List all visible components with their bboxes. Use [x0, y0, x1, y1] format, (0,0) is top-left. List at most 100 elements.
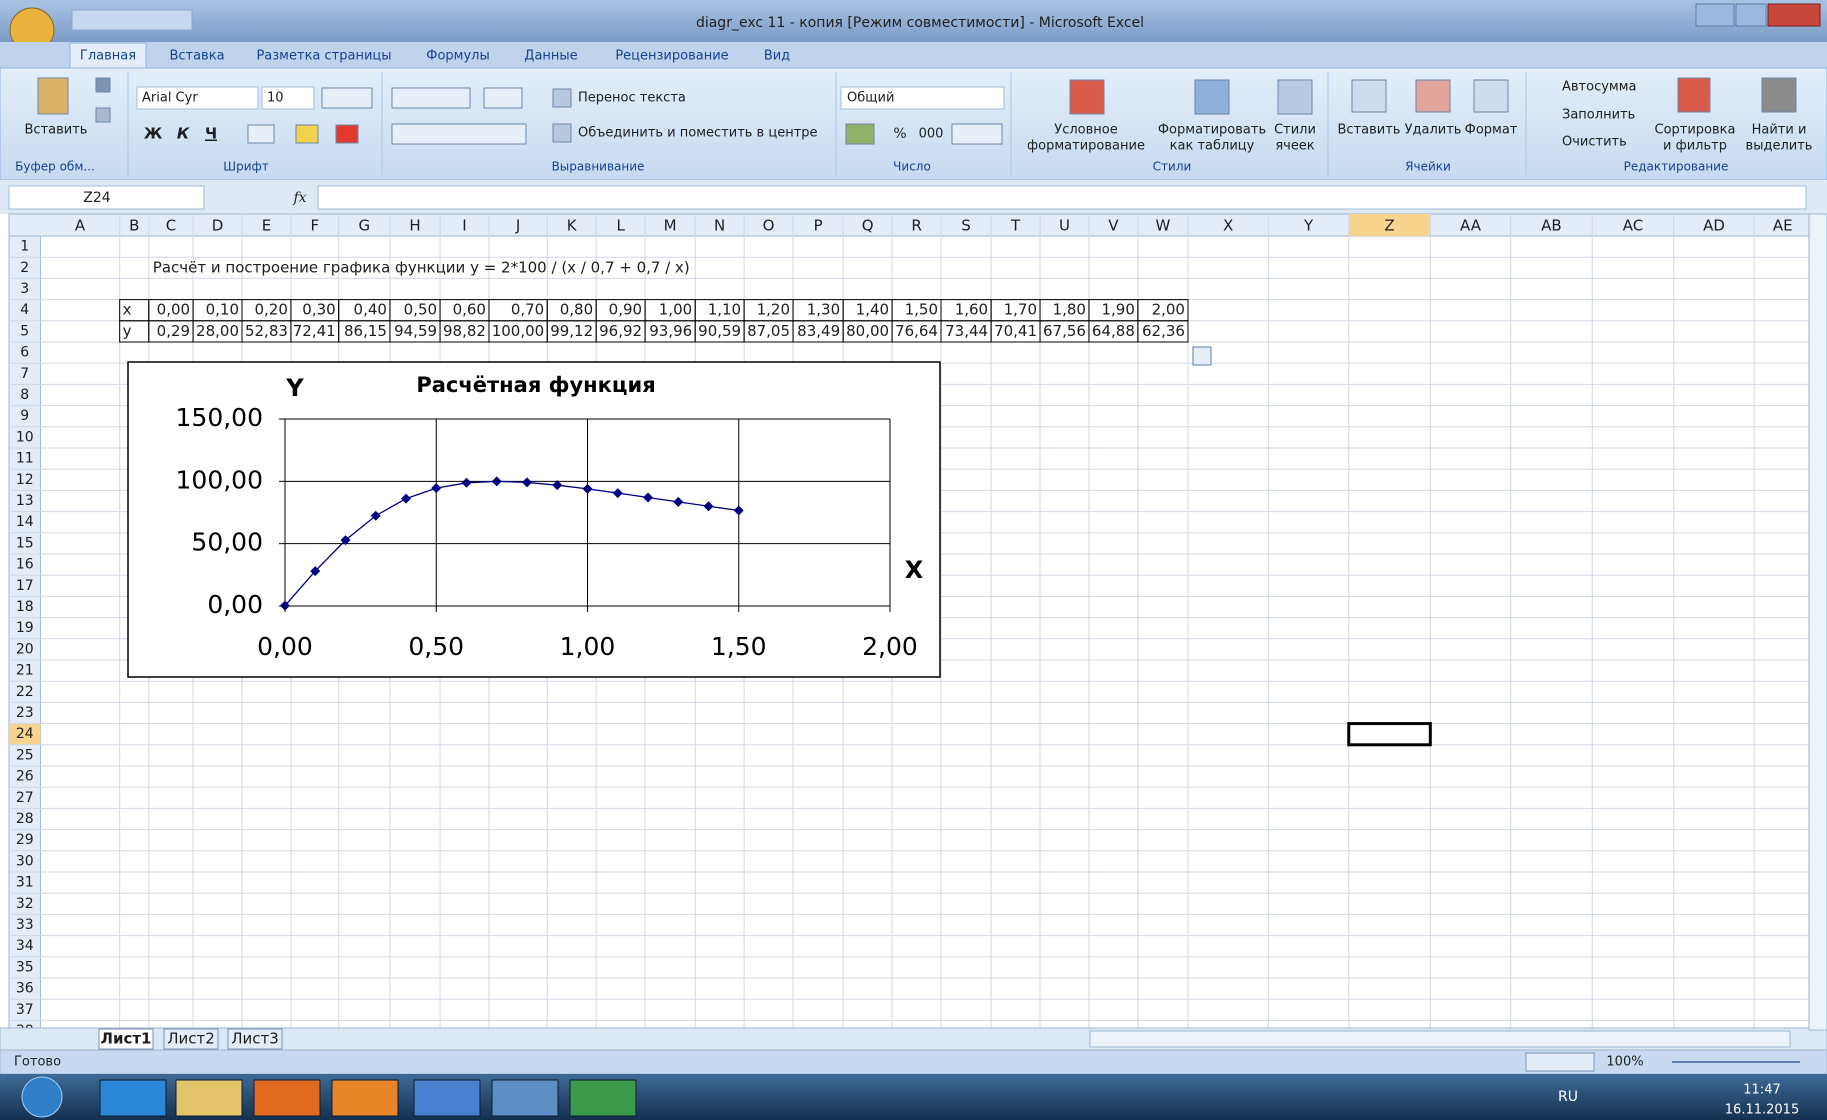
- view-buttons: [1526, 1053, 1594, 1071]
- sheet-tab-label[interactable]: Лист2: [167, 1030, 215, 1048]
- sheet-tab-label[interactable]: Лист3: [231, 1030, 279, 1048]
- language-indicator: RU: [1558, 1089, 1578, 1105]
- underline-button[interactable]: Ч: [205, 125, 217, 143]
- y-tick-label: 50,00: [191, 528, 263, 557]
- vertical-scrollbar: [1809, 214, 1827, 1030]
- column-header-bar: [9, 214, 1809, 236]
- nav-buttons: [12, 1031, 84, 1047]
- cell-text: 1,90: [1101, 301, 1134, 319]
- group-label: Редактирование: [1624, 160, 1729, 174]
- ribbon-tab[interactable]: Вставка: [169, 49, 224, 64]
- styles-button[interactable]: как таблицу: [1170, 139, 1255, 154]
- styles-button[interactable]: Форматировать: [1158, 123, 1266, 138]
- cell-text: 98,82: [443, 322, 486, 340]
- wrap-text-button[interactable]: Перенос текста: [578, 91, 686, 106]
- icon: [553, 124, 571, 142]
- group-label: Число: [893, 160, 931, 174]
- cell-text: 93,96: [649, 322, 692, 340]
- merge-button[interactable]: Объединить и поместить в центре: [578, 126, 818, 141]
- y-axis-label: Y: [285, 374, 304, 402]
- cell-text: 0,00: [157, 301, 190, 319]
- cell-text: 0,20: [255, 301, 288, 319]
- icon: [1195, 80, 1229, 114]
- row-header: 2: [20, 260, 29, 276]
- row-header: 15: [16, 535, 34, 551]
- cell-text: 72,41: [293, 322, 336, 340]
- icon: [248, 125, 274, 143]
- cell-text: y: [123, 322, 132, 340]
- icon: [1352, 80, 1386, 112]
- column-header: X: [1223, 217, 1233, 235]
- cell-text: 0,70: [511, 301, 544, 319]
- delete-cells-button[interactable]: Удалить: [1405, 123, 1462, 138]
- group-label: Выравнивание: [552, 160, 645, 174]
- group-label: Шрифт: [223, 160, 269, 174]
- start-button[interactable]: [22, 1077, 62, 1117]
- cell-text: x: [123, 301, 132, 319]
- cell-text: 80,00: [846, 322, 889, 340]
- paste-button[interactable]: Вставить: [25, 123, 88, 138]
- find-button[interactable]: выделить: [1746, 139, 1813, 154]
- column-header: AD: [1703, 217, 1725, 235]
- maximize-button: [1736, 4, 1766, 26]
- fill-button[interactable]: Заполнить: [1562, 108, 1635, 123]
- cell-text: 76,64: [895, 322, 938, 340]
- cell-text: 0,30: [302, 301, 335, 319]
- icon: [846, 124, 874, 144]
- ribbon-tab[interactable]: Главная: [80, 49, 136, 64]
- column-header: W: [1156, 217, 1171, 235]
- column-header: C: [166, 217, 176, 235]
- sort-button[interactable]: и фильтр: [1663, 139, 1727, 154]
- autosum-button[interactable]: Автосумма: [1562, 80, 1637, 95]
- sort-button[interactable]: Сортировка: [1655, 123, 1736, 138]
- x-axis-label: X: [905, 556, 924, 584]
- cell-text: 62,36: [1142, 322, 1185, 340]
- icon: [1678, 78, 1710, 112]
- styles-button[interactable]: ячеек: [1275, 139, 1314, 154]
- clear-button[interactable]: Очистить: [1562, 135, 1627, 150]
- cell-text: 96,92: [599, 322, 642, 340]
- italic-button[interactable]: К: [177, 125, 190, 143]
- ribbon-tab[interactable]: Рецензирование: [615, 49, 728, 64]
- y-tick-label: 100,00: [176, 465, 263, 494]
- ribbon-tab[interactable]: Разметка страницы: [256, 49, 391, 64]
- row-header: 24: [16, 726, 34, 742]
- column-header: V: [1108, 217, 1119, 235]
- icon: [38, 78, 68, 114]
- find-button[interactable]: Найти и: [1752, 123, 1807, 138]
- insert-cells-button[interactable]: Вставить: [1338, 123, 1401, 138]
- row-header: 12: [16, 472, 34, 488]
- icon: [392, 88, 470, 108]
- ribbon-tab[interactable]: Данные: [524, 49, 577, 64]
- cell-text: 1,40: [856, 301, 889, 319]
- row-header: 20: [16, 641, 34, 657]
- cell-text: 73,44: [945, 322, 988, 340]
- row-header: 32: [16, 896, 34, 912]
- percent-button[interactable]: %: [893, 126, 906, 142]
- ribbon-tab[interactable]: Вид: [764, 49, 790, 64]
- taskbar-app: [332, 1080, 398, 1116]
- column-header: H: [409, 217, 420, 235]
- x-tick-label: 1,00: [560, 632, 616, 661]
- column-header: S: [961, 217, 971, 235]
- x-tick-label: 2,00: [862, 632, 918, 661]
- cell-text: 86,15: [344, 322, 387, 340]
- x-tick-label: 1,50: [711, 632, 767, 661]
- cell-text: 64,88: [1092, 322, 1135, 340]
- row-header: 10: [16, 429, 34, 445]
- cell-text: 67,56: [1043, 322, 1086, 340]
- styles-button[interactable]: форматирование: [1027, 139, 1145, 154]
- bold-button[interactable]: Ж: [144, 125, 163, 143]
- column-header: AB: [1541, 217, 1562, 235]
- ribbon-tab[interactable]: Формулы: [426, 49, 489, 64]
- icon: [952, 124, 1002, 144]
- sheet-tab-label[interactable]: Лист1: [101, 1030, 152, 1048]
- cell-text: 0,29: [157, 322, 190, 340]
- row-header: 28: [16, 811, 34, 827]
- format-cells-button[interactable]: Формат: [1465, 123, 1518, 138]
- row-header: 30: [16, 853, 34, 869]
- styles-button[interactable]: Стили: [1274, 123, 1316, 138]
- icon: [296, 125, 318, 143]
- styles-button[interactable]: Условное: [1054, 123, 1117, 138]
- thousands-button[interactable]: 000: [919, 127, 944, 142]
